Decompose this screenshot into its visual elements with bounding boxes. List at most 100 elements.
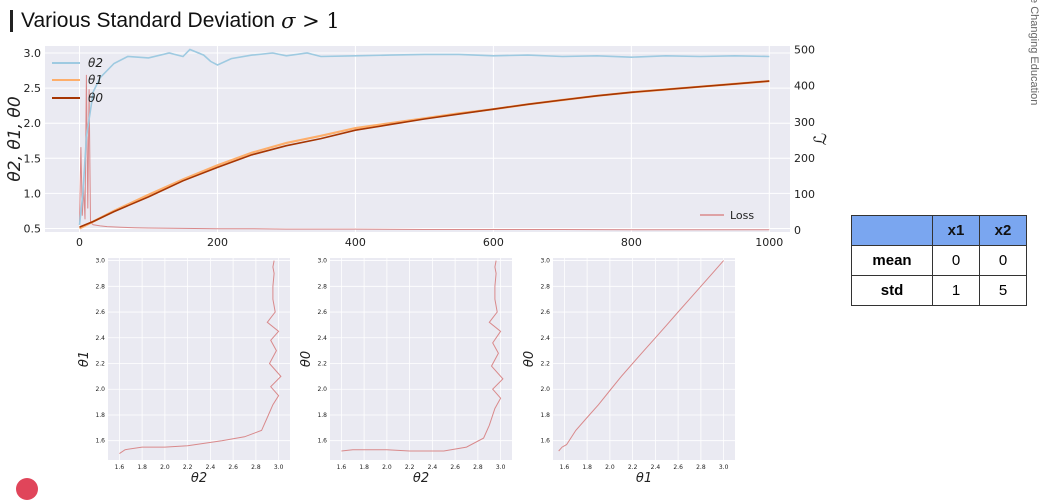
subplot-x-tick-label: 3.0 — [496, 464, 506, 471]
title-accent-bar — [10, 10, 13, 32]
subplot-y-tick-label: 2.6 — [540, 309, 550, 316]
main-y2-tick-label: 100 — [794, 188, 815, 201]
subplot-x-tick-label: 2.4 — [206, 464, 216, 471]
table-header-cell: x1 — [932, 215, 980, 246]
main-y2-tick-label: 0 — [794, 224, 801, 237]
subplot-x-tick-label: 2.4 — [428, 464, 438, 471]
subplot-y-tick-label: 1.8 — [317, 412, 327, 419]
subplot-trajectory-line — [341, 260, 504, 452]
main-y-tick-label: 3.0 — [24, 47, 42, 60]
series-line-loss — [79, 74, 770, 231]
main-x-tick-label: 400 — [345, 236, 366, 249]
subplot-x-tick-label: 3.0 — [274, 464, 284, 471]
table-cell: 0 — [979, 245, 1027, 276]
legend-label-theta1: θ1 — [88, 73, 103, 87]
legend-label-theta2: θ2 — [88, 56, 103, 70]
subplot-y-tick-label: 2.2 — [95, 361, 105, 368]
subplot-area — [553, 258, 735, 460]
subplot-y-tick-label: 2.2 — [540, 361, 550, 368]
subplot-y-tick-label: 1.6 — [540, 438, 550, 445]
series-line-theta0 — [79, 80, 770, 228]
subplot-x-tick-label: 2.6 — [450, 464, 460, 471]
main-y2-tick-label: 200 — [794, 152, 815, 165]
stats-table: x1 x2 mean 0 0 std 1 5 — [851, 215, 1027, 306]
main-x-tick-label: 800 — [621, 236, 642, 249]
main-y-axis-label: θ2, θ1, θ0 — [5, 96, 25, 181]
subplot-y-axis-label: θ0 — [522, 351, 537, 367]
subplot-y-tick-label: 2.8 — [95, 283, 105, 290]
main-plot-area — [45, 46, 790, 232]
page-title: Various Standard Deviation σ > 1 — [10, 8, 340, 34]
title-value: 1 — [326, 9, 340, 33]
subplot-x-tick-label: 2.6 — [228, 464, 238, 471]
table-header-row: x1 x2 — [851, 215, 1027, 246]
subplot-x-tick-label: 2.6 — [673, 464, 683, 471]
table-row-label: mean — [851, 245, 933, 276]
subplot-y-tick-label: 2.0 — [95, 386, 105, 393]
subplot-y-tick-label: 1.6 — [317, 438, 327, 445]
table-row: mean 0 0 — [851, 245, 1027, 276]
subplot-x-tick-label: 2.8 — [696, 464, 706, 471]
legend-label-loss: Loss — [730, 209, 754, 222]
subplot-x-tick-label: 3.0 — [719, 464, 729, 471]
main-x-tick-label: 0 — [76, 236, 83, 249]
subplot-y-tick-label: 2.0 — [540, 386, 550, 393]
title-math: σ > 1 — [281, 9, 340, 33]
subplot-trajectory-line — [558, 260, 724, 452]
main-x-tick-label: 200 — [207, 236, 228, 249]
subplot-y-tick-label: 3.0 — [317, 258, 327, 265]
subplot-y-tick-label: 2.8 — [540, 283, 550, 290]
table-header-cell — [851, 215, 933, 246]
subplot-x-tick-label: 1.6 — [337, 464, 347, 471]
main-y2-tick-label: 400 — [794, 80, 815, 93]
table-row: std 1 5 — [851, 275, 1027, 306]
subplot-y-tick-label: 1.8 — [95, 412, 105, 419]
table-row-label: std — [851, 275, 933, 306]
subplot-y-tick-label: 2.6 — [95, 309, 105, 316]
table-header-cell: x2 — [979, 215, 1027, 246]
subplot-y-tick-label: 2.2 — [317, 361, 327, 368]
table-cell: 1 — [932, 275, 980, 306]
subplot-x-tick-label: 1.8 — [582, 464, 592, 471]
subplot-x-tick-label: 2.2 — [183, 464, 193, 471]
subplot-x-axis-label: θ1 — [636, 471, 652, 486]
subplot-y-tick-label: 1.8 — [540, 412, 550, 419]
subplot-y-tick-label: 3.0 — [540, 258, 550, 265]
title-symbol: σ — [281, 9, 296, 33]
subplot-x-tick-label: 2.0 — [605, 464, 615, 471]
main-y-tick-label: 1.5 — [24, 152, 42, 165]
main-y-tick-label: 0.5 — [24, 222, 42, 235]
legend-label-theta0: θ0 — [88, 91, 103, 105]
main-y-tick-label: 2.0 — [24, 117, 42, 130]
subplot-x-axis-label: θ2 — [413, 471, 429, 486]
title-op: > — [302, 9, 320, 33]
subplot-y-axis-label: θ0 — [299, 351, 314, 367]
main-y-tick-label: 2.5 — [24, 82, 42, 95]
main-y2-tick-label: 300 — [794, 116, 815, 129]
main-x-tick-label: 600 — [483, 236, 504, 249]
series-line-theta2 — [78, 48, 770, 226]
subplot-x-tick-label: 1.6 — [115, 464, 125, 471]
subplot-x-tick-label: 2.8 — [473, 464, 483, 471]
subplot-x-tick-label: 1.6 — [560, 464, 570, 471]
subplot-y-tick-label: 2.4 — [540, 335, 550, 342]
subplot-x-tick-label: 2.4 — [651, 464, 661, 471]
subplot-area — [330, 258, 512, 460]
subplot-y-tick-label: 2.4 — [95, 335, 105, 342]
subplot-y-tick-label: 3.0 — [95, 258, 105, 265]
title-text: Various Standard Deviation — [21, 9, 276, 32]
subplot-y-tick-label: 2.6 — [317, 309, 327, 316]
subplot-y-tick-label: 2.8 — [317, 283, 327, 290]
brand-logo — [16, 478, 38, 500]
subplot-x-tick-label: 2.8 — [251, 464, 261, 471]
subplot-y-axis-label: θ1 — [77, 351, 92, 367]
subplot-y-tick-label: 2.0 — [317, 386, 327, 393]
subplot-x-tick-label: 2.0 — [382, 464, 392, 471]
subplot-y-tick-label: 2.4 — [317, 335, 327, 342]
subplot-y-tick-label: 1.6 — [95, 438, 105, 445]
subplot-x-tick-label: 2.2 — [405, 464, 415, 471]
subplot-x-axis-label: θ2 — [191, 471, 207, 486]
subplot-x-tick-label: 2.2 — [628, 464, 638, 471]
table-cell: 0 — [932, 245, 980, 276]
table-cell: 5 — [979, 275, 1027, 306]
